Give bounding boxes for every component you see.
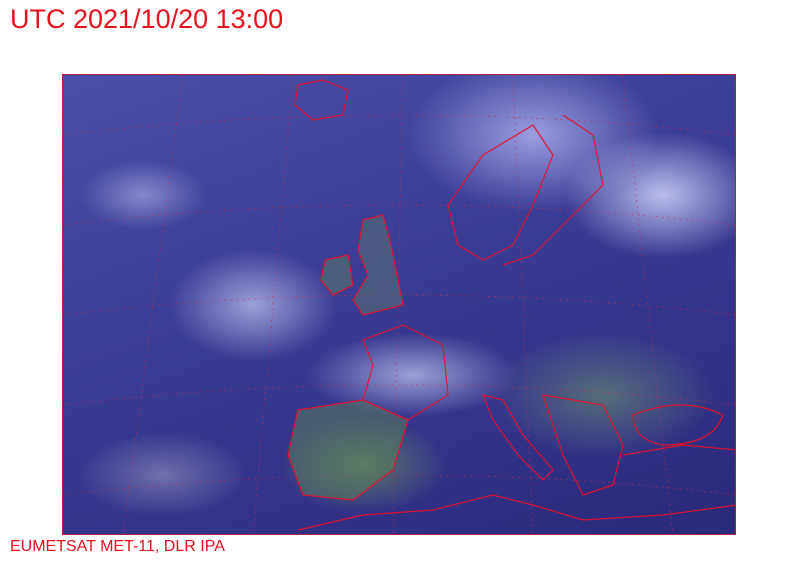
finland-baltic bbox=[502, 114, 604, 266]
black-sea bbox=[632, 404, 724, 446]
france bbox=[362, 324, 449, 421]
iceland bbox=[294, 79, 349, 121]
satellite-image bbox=[62, 74, 736, 535]
map-overlay bbox=[63, 75, 735, 534]
iberia bbox=[287, 399, 409, 501]
turkey bbox=[622, 444, 735, 456]
image-credit: EUMETSAT MET-11, DLR IPA bbox=[10, 538, 225, 555]
north-africa-coast bbox=[297, 494, 735, 531]
coastlines bbox=[287, 79, 735, 531]
italy bbox=[482, 394, 554, 481]
scandinavia bbox=[447, 124, 554, 261]
ireland bbox=[320, 254, 354, 296]
great-britain bbox=[352, 214, 404, 316]
timestamp-title: UTC 2021/10/20 13:00 bbox=[10, 4, 284, 34]
balkans-greece bbox=[542, 394, 624, 496]
